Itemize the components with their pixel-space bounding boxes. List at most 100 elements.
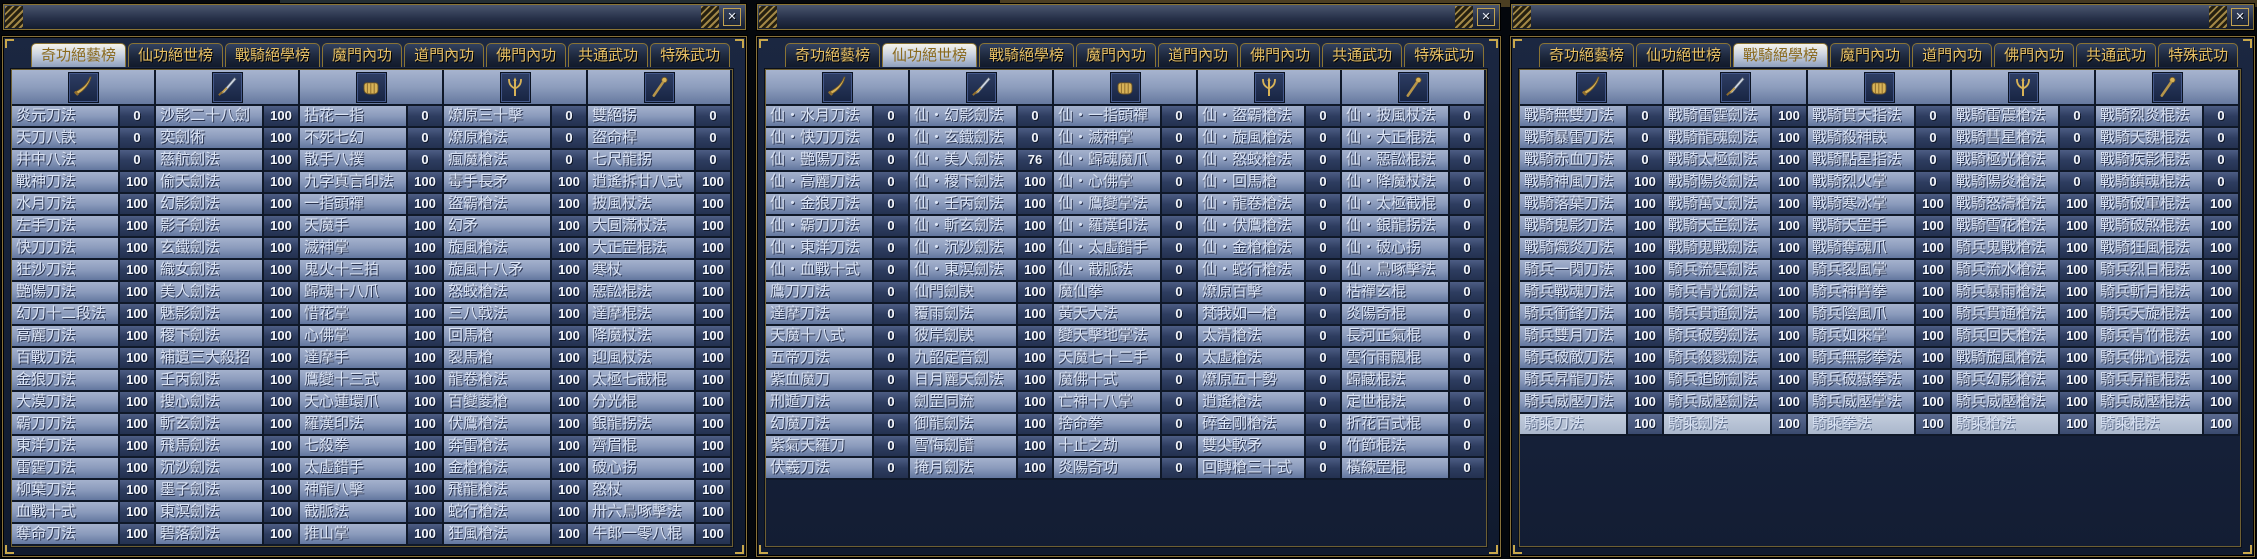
skill-name[interactable]: 披風杖法: [588, 194, 696, 216]
skill-name[interactable]: 慈航劍法: [156, 150, 264, 172]
skill-name[interactable]: 橫練罡棍: [1342, 458, 1450, 480]
skill-name[interactable]: 騎兵裂風掌: [1808, 260, 1916, 282]
skill-name[interactable]: 戰騎烈炎棍法: [2096, 106, 2204, 128]
skill-name[interactable]: 神龍八擊: [300, 480, 408, 502]
skill-name[interactable]: 騎兵戰魂刀法: [1520, 282, 1628, 304]
skill-name[interactable]: 騎兵殺戮劍法: [1664, 348, 1772, 370]
skill-name[interactable]: 幻影劍法: [156, 194, 264, 216]
skill-name[interactable]: 戰騎無雙刀法: [1520, 106, 1628, 128]
skill-name[interactable]: 迎風杖法: [588, 348, 696, 370]
skill-name[interactable]: 定世棍法: [1342, 392, 1450, 414]
skill-name[interactable]: 騎兵回天槍法: [1952, 326, 2060, 348]
skill-name[interactable]: 滅神掌: [300, 238, 408, 260]
skill-name[interactable]: 戰騎太極劍法: [1664, 150, 1772, 172]
skill-name[interactable]: 戰騎狂風棍法: [2096, 238, 2204, 260]
skill-name[interactable]: 日月麗天劍法: [910, 370, 1018, 392]
skill-name[interactable]: 太虛錯手: [300, 458, 408, 480]
skill-name[interactable]: 仙・降魔杖法: [1342, 172, 1450, 194]
skill-name[interactable]: 旋風槍法: [444, 238, 552, 260]
skill-name[interactable]: 不死七幻: [300, 128, 408, 150]
skill-name[interactable]: 達摩刀法: [766, 304, 874, 326]
skill-name[interactable]: 騎兵流雲劍法: [1664, 260, 1772, 282]
skill-name[interactable]: 沙影二十八劍: [156, 106, 264, 128]
skill-name[interactable]: 戰騎神風刀法: [1520, 172, 1628, 194]
skill-name[interactable]: 沉沙劍法: [156, 458, 264, 480]
tab-仙功絕世榜[interactable]: 仙功絕世榜: [882, 43, 978, 67]
skill-name[interactable]: 騎兵陰風爪: [1808, 304, 1916, 326]
skill-name[interactable]: 惜花掌: [300, 304, 408, 326]
skill-name[interactable]: 大漠刀法: [12, 392, 120, 414]
skill-name[interactable]: 騎兵如來掌: [1808, 326, 1916, 348]
skill-name[interactable]: 捨命拳: [1054, 414, 1162, 436]
skill-name[interactable]: 長河正氣棍: [1342, 326, 1450, 348]
skill-name[interactable]: 歸魂十八爪: [300, 282, 408, 304]
skill-name[interactable]: 燎原百擊: [1198, 282, 1306, 304]
skill-name[interactable]: 騎兵神臂拳: [1808, 282, 1916, 304]
skill-name[interactable]: 銀龍拐法: [588, 414, 696, 436]
skill-name[interactable]: 分光棍: [588, 392, 696, 414]
skill-name[interactable]: 騎兵破勢劍法: [1664, 326, 1772, 348]
skill-name[interactable]: 騎兵青光劍法: [1664, 282, 1772, 304]
skill-name[interactable]: 柳葉刀法: [12, 480, 120, 502]
skill-name[interactable]: 黃天大法: [1054, 304, 1162, 326]
tab-道門內功[interactable]: 道門內功: [1158, 43, 1239, 67]
skill-name[interactable]: 戰騎疾影棍法: [2096, 150, 2204, 172]
skill-name[interactable]: 仙門劍訣: [910, 282, 1018, 304]
tab-佛門內功[interactable]: 佛門內功: [1240, 43, 1321, 67]
skill-name[interactable]: 騎兵無影拳法: [1808, 348, 1916, 370]
skill-name[interactable]: 牛郎一零八棍: [588, 524, 696, 546]
skill-name[interactable]: 仙・沉沙劍法: [910, 238, 1018, 260]
skill-name[interactable]: 戰騎極光槍法: [1952, 150, 2060, 172]
tab-奇功絕藝榜[interactable]: 奇功絕藝榜: [785, 43, 881, 67]
skill-name[interactable]: 血戰十式: [12, 502, 120, 524]
skill-name[interactable]: 仙・旋風槍法: [1198, 128, 1306, 150]
skill-name[interactable]: 戰騎萬丈劍法: [1664, 194, 1772, 216]
skill-name[interactable]: 仙・伏鷹槍法: [1198, 216, 1306, 238]
skill-name[interactable]: 鷹變十三式: [300, 370, 408, 392]
skill-name[interactable]: 魔仙拳: [1054, 282, 1162, 304]
skill-name[interactable]: 戰騎殺神訣: [1808, 128, 1916, 150]
skill-name[interactable]: 壬丙劍法: [156, 370, 264, 392]
skill-name[interactable]: 魅影劍法: [156, 304, 264, 326]
tab-共通武功[interactable]: 共通武功: [1322, 43, 1403, 67]
skill-name[interactable]: 戰騎雷震槍法: [1952, 106, 2060, 128]
skill-name[interactable]: 戰騎怒濤槍法: [1952, 194, 2060, 216]
skill-name[interactable]: 騎兵破嶽拳法: [1808, 370, 1916, 392]
skill-name[interactable]: 騎兵青竹棍法: [2096, 326, 2204, 348]
skill-name[interactable]: 騎兵斬月棍法: [2096, 282, 2204, 304]
skill-name[interactable]: 仙・披風杖法: [1342, 106, 1450, 128]
skill-name[interactable]: 騎兵昇龍棍法: [2096, 370, 2204, 392]
skill-name[interactable]: 回馬槍: [444, 326, 552, 348]
tab-佛門內功[interactable]: 佛門內功: [1994, 43, 2075, 67]
tab-道門內功[interactable]: 道門內功: [1912, 43, 1993, 67]
skill-name[interactable]: 稷下劍法: [156, 326, 264, 348]
skill-name[interactable]: 雙尖軟矛: [1198, 436, 1306, 458]
skill-name[interactable]: 仙・東洋刀法: [766, 238, 874, 260]
skill-name[interactable]: 怒蛟槍法: [444, 282, 552, 304]
tab-佛門內功[interactable]: 佛門內功: [486, 43, 567, 67]
skill-name[interactable]: 戰神刀法: [12, 172, 120, 194]
skill-name[interactable]: 仙・斬玄劍法: [910, 216, 1018, 238]
skill-name[interactable]: 騎乘拳法: [1808, 414, 1916, 436]
tab-特殊武功[interactable]: 特殊武功: [1404, 43, 1485, 67]
skill-name[interactable]: 狂風槍法: [444, 524, 552, 546]
skill-name[interactable]: 卅六鳥啄擊法: [588, 502, 696, 524]
skill-name[interactable]: 高麗刀法: [12, 326, 120, 348]
skill-name[interactable]: 仙・鳥啄擊法: [1342, 260, 1450, 282]
close-icon[interactable]: ✕: [2231, 8, 2249, 26]
skill-name[interactable]: 蛇行槍法: [444, 502, 552, 524]
skill-name[interactable]: 大正罡棍法: [588, 238, 696, 260]
skill-name[interactable]: 仙・滅神掌: [1054, 128, 1162, 150]
skill-name[interactable]: 戰騎暴雷刀法: [1520, 128, 1628, 150]
skill-name[interactable]: 炎陽奇功: [1054, 458, 1162, 480]
skill-name[interactable]: 水月刀法: [12, 194, 120, 216]
skill-name[interactable]: 羅漢印法: [300, 414, 408, 436]
skill-name[interactable]: 炎元刀法: [12, 106, 120, 128]
skill-name[interactable]: 雷霆刀法: [12, 458, 120, 480]
skill-name[interactable]: 騎兵貫通槍法: [1952, 304, 2060, 326]
skill-name[interactable]: 仙・怒蛟槍法: [1198, 150, 1306, 172]
skill-name[interactable]: 拈花一指: [300, 106, 408, 128]
skill-name[interactable]: 三八戟法: [444, 304, 552, 326]
tab-仙功絕世榜[interactable]: 仙功絕世榜: [128, 43, 224, 67]
skill-name[interactable]: 燎原三十擊: [444, 106, 552, 128]
